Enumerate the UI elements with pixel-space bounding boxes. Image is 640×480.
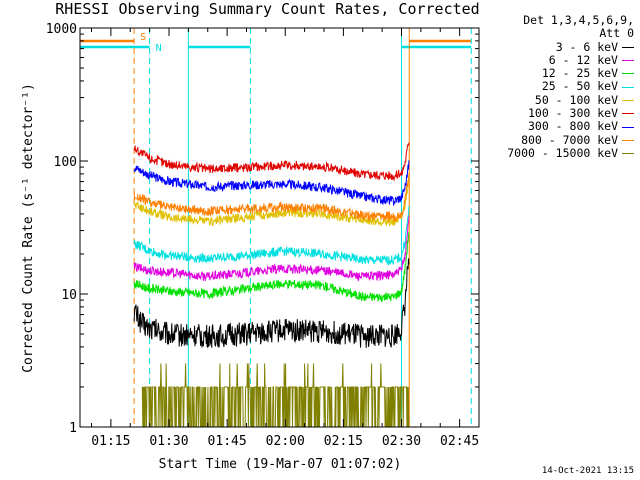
legend: Det 1,3,4,5,6,9, Att 0 3 - 6 keV 6 - 12 k…: [478, 13, 634, 161]
series-line-2: [133, 232, 410, 303]
series-lines: [133, 142, 410, 428]
x-tick-label-3: 02:00: [266, 434, 305, 449]
x-tick-label-2: 01:45: [208, 434, 247, 449]
flag-bars: SN: [80, 32, 472, 54]
series-line-1: [133, 215, 410, 282]
legend-label: 25 - 50 keV: [541, 79, 618, 94]
legend-entry-7: 800 - 7000 keV: [478, 132, 634, 147]
legend-swatch: [622, 126, 634, 128]
x-tick-label-4: 02:15: [324, 434, 363, 449]
series-line-8: [141, 363, 410, 428]
legend-swatch: [622, 60, 634, 62]
legend-label: 800 - 7000 keV: [521, 132, 618, 147]
legend-entries: 3 - 6 keV 6 - 12 keV 12 - 25 keV 25 - 50 ke…: [478, 39, 634, 161]
legend-entry-5: 100 - 300 keV: [478, 106, 634, 121]
legend-label: 50 - 100 keV: [534, 92, 618, 107]
y-tick-label-3: 1000: [46, 22, 77, 37]
footer-timestamp: 14-Oct-2021 13:15: [541, 466, 634, 476]
flag-label-s: S: [140, 32, 146, 43]
legend-entry-8: 7000 - 15000 keV: [478, 145, 634, 160]
legend-swatch: [622, 73, 634, 75]
legend-label: 7000 - 15000 keV: [507, 145, 618, 160]
legend-entry-2: 12 - 25 keV: [478, 66, 634, 81]
legend-swatch: [622, 153, 634, 155]
legend-swatch: [622, 113, 634, 115]
y-tick-label-2: 100: [54, 155, 77, 170]
x-tick-label-0: 01:15: [91, 434, 130, 449]
legend-entry-4: 50 - 100 keV: [478, 92, 634, 107]
y-tick-label-1: 10: [61, 288, 77, 303]
y-axis-ticks: 1 10 100 1000: [46, 22, 479, 436]
legend-swatch: [622, 46, 634, 48]
legend-label: 3 - 6 keV: [555, 39, 618, 54]
x-axis-label: Start Time (19-Mar-07 01:07:02): [159, 457, 402, 472]
x-tick-label-1: 01:30: [149, 434, 188, 449]
y-tick-label-0: 1: [69, 421, 77, 436]
legend-label: 12 - 25 keV: [541, 66, 618, 81]
legend-swatch: [622, 139, 634, 141]
legend-entry-6: 300 - 800 keV: [478, 120, 634, 133]
y-axis-label: Corrected Count Rate (s⁻¹ detector⁻¹): [21, 83, 36, 373]
legend-swatch: [622, 99, 634, 101]
series-line-5: [133, 142, 410, 182]
legend-label: 300 - 800 keV: [527, 119, 618, 134]
x-tick-label-6: 02:45: [440, 434, 479, 449]
x-axis-ticks: 01:15 01:30 01:45 02:00 02:15 02:30 02:45: [90, 28, 480, 449]
series-line-0: [133, 258, 410, 349]
legend-swatch: [622, 86, 634, 88]
series-line-4: [133, 175, 410, 227]
legend-header-attenuator: Att 0: [599, 26, 634, 41]
plot-frame: [79, 27, 480, 428]
vertical-markers: [133, 28, 472, 427]
flag-label-n: N: [156, 43, 162, 54]
legend-entry-0: 3 - 6 keV: [478, 39, 634, 54]
series-line-6: [133, 160, 410, 207]
chart-title: RHESSI Observing Summary Count Rates, Co…: [55, 0, 480, 18]
legend-label: 6 - 12 keV: [548, 52, 618, 67]
series-line-7: [133, 173, 410, 222]
legend-entry-3: 25 - 50 keV: [478, 80, 634, 93]
x-tick-label-5: 02:30: [382, 434, 421, 449]
series-line-3: [133, 205, 410, 266]
legend-label: 100 - 300 keV: [527, 106, 618, 121]
legend-entry-1: 6 - 12 keV: [478, 52, 634, 67]
legend-header-detectors: Det 1,3,4,5,6,9,: [523, 13, 634, 27]
